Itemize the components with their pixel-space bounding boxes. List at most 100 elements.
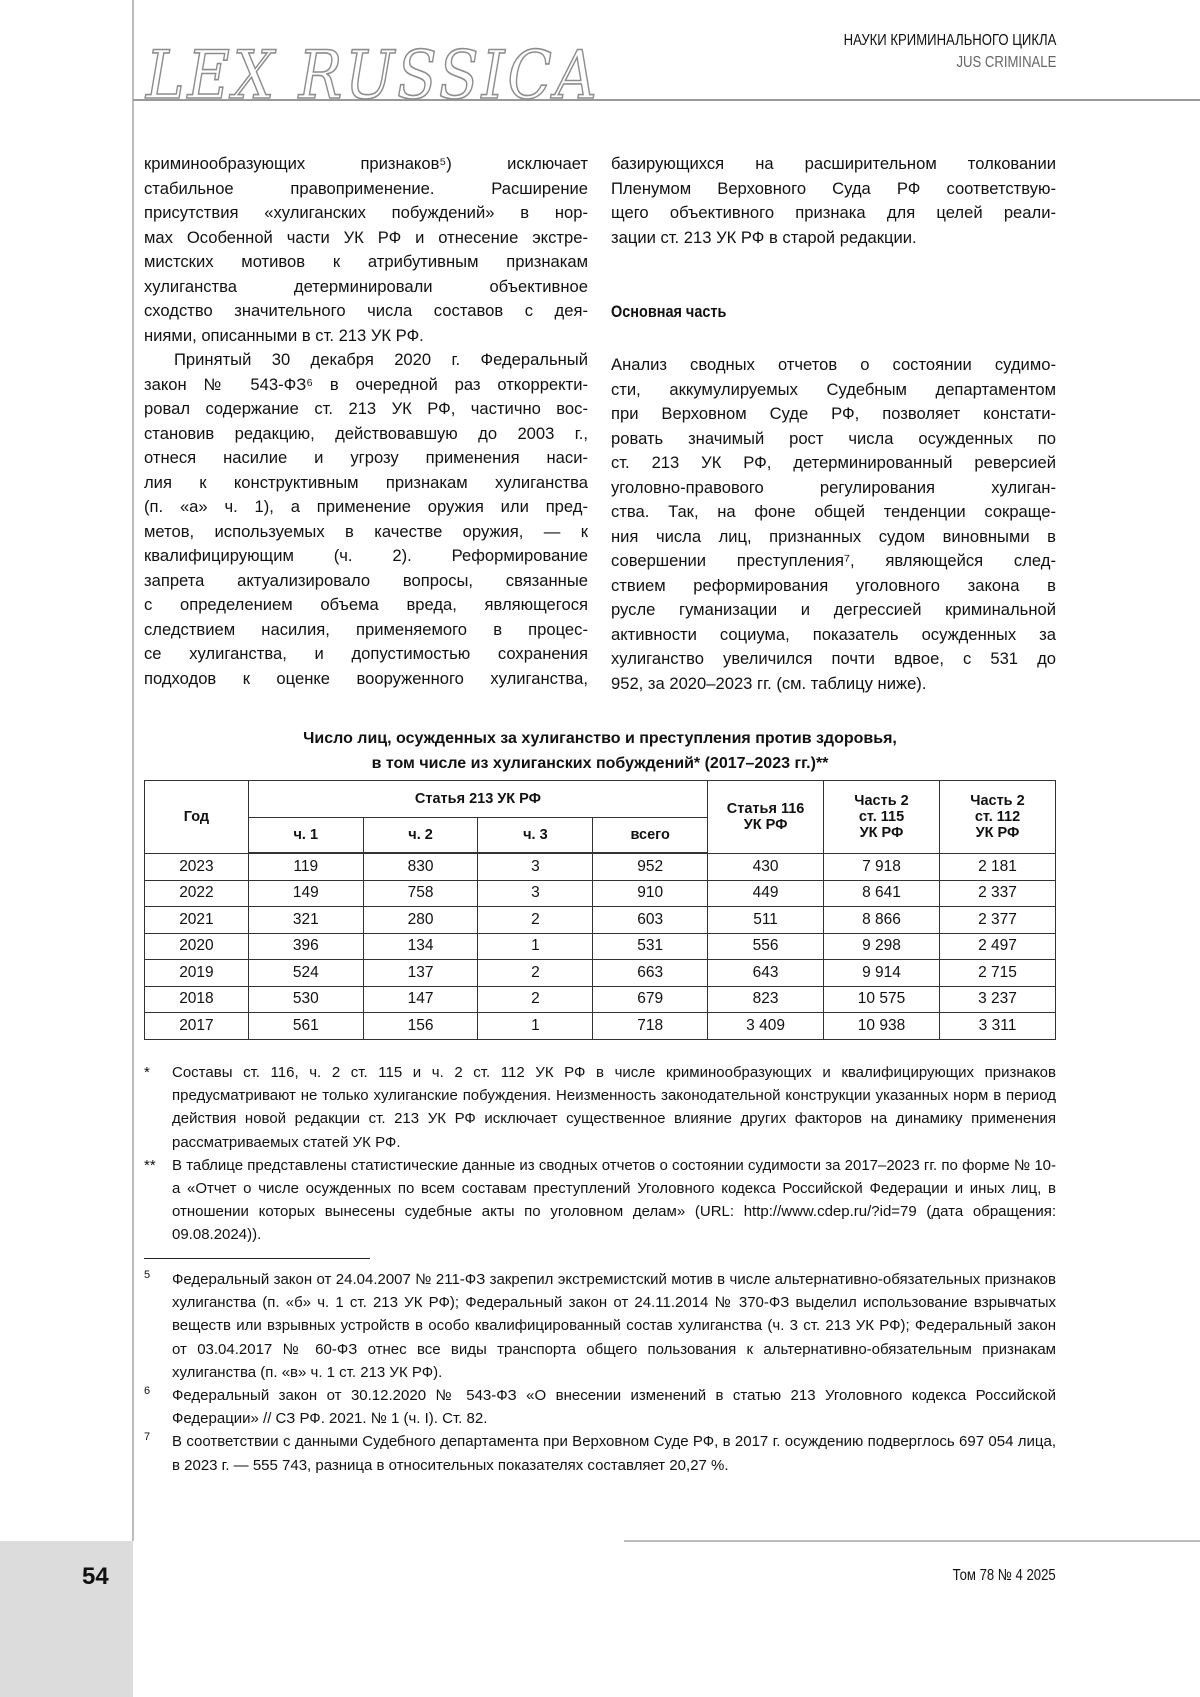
value-cell: 718 <box>593 1013 708 1040</box>
text-line: активности социума, показатель осужденны… <box>611 623 1056 648</box>
value-cell: 8 866 <box>824 907 940 934</box>
text-line: се хулиганства, и допустимостью сохранен… <box>144 642 588 667</box>
value-cell: 3 237 <box>939 986 1055 1013</box>
value-cell: 2 715 <box>939 960 1055 987</box>
text-line: ниями, описанными в ст. 213 УК РФ. <box>144 324 588 349</box>
text-line: сходство значительного числа составов с … <box>144 299 588 324</box>
footnote-number: 6 <box>144 1380 150 1403</box>
text-line: лия к конструктивным признакам хулиганст… <box>144 471 588 496</box>
value-cell: 9 298 <box>824 933 940 960</box>
value-cell: 679 <box>593 986 708 1013</box>
text-line: запрета актуализировало вопросы, связанн… <box>144 569 588 594</box>
text-line: мистских мотивов к атрибутивным признака… <box>144 250 588 275</box>
table-row: 201756115617183 40910 9383 311 <box>145 1013 1056 1040</box>
text-line: при Верховном Суде РФ, позволяет констат… <box>611 402 1056 427</box>
value-cell: 556 <box>708 933 824 960</box>
table-caption-line: Число лиц, осужденных за хулиганство и п… <box>144 726 1056 751</box>
text-line: русле гуманизации и дегрессией криминаль… <box>611 598 1056 623</box>
footnote-text: Федеральный закон от 24.04.2007 № 211-ФЗ… <box>172 1271 1056 1381</box>
value-cell: 561 <box>248 1013 363 1040</box>
text-line: становив редакцию, действовавшую до 2003… <box>144 422 588 447</box>
convictions-table: Год Статья 213 УК РФ Статья 116 УК РФ Ча… <box>144 780 1056 1040</box>
value-cell: 7 918 <box>824 853 940 880</box>
text-line: квалифицирующим (ч. 2). Реформирование <box>144 544 588 569</box>
header-part2: ч. 2 <box>363 818 478 854</box>
value-cell: 134 <box>363 933 478 960</box>
table-caption: Число лиц, осужденных за хулиганство и п… <box>144 726 1056 776</box>
table-row: 202214975839104498 6412 337 <box>145 880 1056 907</box>
value-cell: 10 938 <box>824 1013 940 1040</box>
header-art116: Статья 116 УК РФ <box>708 781 824 854</box>
journal-logo: LEX RUSSICA <box>146 36 600 114</box>
text-line: уголовно-правового регулирования хулиган… <box>611 476 1056 501</box>
footnote: 7В соответствии с данными Судебного депа… <box>144 1430 1056 1476</box>
paragraph: Анализ сводных отчетов о состоянии судим… <box>611 353 1056 696</box>
text-line: Пленумом Верховного Суда РФ соответствую… <box>611 177 1056 202</box>
text-line: подходов к оценке вооруженного хулиганст… <box>144 667 588 692</box>
header-art115: Часть 2 ст. 115 УК РФ <box>824 781 940 854</box>
value-cell: 2 <box>478 907 593 934</box>
text-line: ства. Так, на фоне общей тенденции сокра… <box>611 500 1056 525</box>
footnote: 6Федеральный закон от 30.12.2020 № 543-Ф… <box>144 1384 1056 1430</box>
table-row: 201952413726636439 9142 715 <box>145 960 1056 987</box>
right-column-top: базирующихся на расширительном толковани… <box>611 152 1056 250</box>
footnote: 5Федеральный закон от 24.04.2007 № 211-Ф… <box>144 1268 1056 1384</box>
value-cell: 3 311 <box>939 1013 1055 1040</box>
text-line: ровал содержание ст. 213 УК РФ, частично… <box>144 397 588 422</box>
table-row: 2018530147267982310 5753 237 <box>145 986 1056 1013</box>
text-line: сти, аккумулируемых Судебным департамент… <box>611 378 1056 403</box>
text-line: следствием насилия, применяемого в проце… <box>144 618 588 643</box>
value-cell: 823 <box>708 986 824 1013</box>
text-line: ния числа лиц, признанных судом виновным… <box>611 525 1056 550</box>
section-title-latin: JUS CRIMINALE <box>843 52 1056 74</box>
note-text: В таблице представлены статистические да… <box>172 1157 1056 1244</box>
text-line: с определением объема вреда, являющегося <box>144 593 588 618</box>
text-line: Принятый 30 декабря 2020 г. Федеральный <box>144 348 588 373</box>
text-line: 952, за 2020–2023 гг. (см. таблицу ниже)… <box>611 672 1056 697</box>
year-cell: 2021 <box>145 907 249 934</box>
value-cell: 3 409 <box>708 1013 824 1040</box>
value-cell: 2 497 <box>939 933 1055 960</box>
paragraph: Принятый 30 декабря 2020 г. Федеральный з… <box>144 348 588 691</box>
text-line: хулиганства детерминировали объективное <box>144 275 588 300</box>
footnote-text: Федеральный закон от 30.12.2020 № 543-ФЗ… <box>172 1387 1056 1427</box>
text-line: ствием реформирования уголовного закона … <box>611 574 1056 599</box>
value-cell: 2 181 <box>939 853 1055 880</box>
left-column: криминообразующих признаков⁵) исключаетс… <box>144 152 588 691</box>
value-cell: 603 <box>593 907 708 934</box>
text-line: щего объективного признака для целей реа… <box>611 201 1056 226</box>
footnote-separator <box>144 1258 370 1259</box>
text-line: базирующихся на расширительном толковани… <box>611 152 1056 177</box>
margin-divider <box>132 0 134 1541</box>
value-cell: 149 <box>248 880 363 907</box>
value-cell: 758 <box>363 880 478 907</box>
running-header: НАУКИ КРИМИНАЛЬНОГО ЦИКЛА JUS CRIMINALE <box>843 30 1056 74</box>
value-cell: 531 <box>593 933 708 960</box>
table-row: 202311983039524307 9182 181 <box>145 853 1056 880</box>
text-line: мах Особенной части УК РФ и отнесение эк… <box>144 226 588 251</box>
table-notes: *Составы ст. 116, ч. 2 ст. 115 и ч. 2 ст… <box>144 1061 1056 1247</box>
note-marker: * <box>144 1061 150 1084</box>
header-total: всего <box>593 818 708 854</box>
value-cell: 119 <box>248 853 363 880</box>
paragraph: базирующихся на расширительном толковани… <box>611 152 1056 250</box>
text-line: ст. 213 УК РФ, детерминированный реверси… <box>611 451 1056 476</box>
year-cell: 2018 <box>145 986 249 1013</box>
value-cell: 280 <box>363 907 478 934</box>
value-cell: 449 <box>708 880 824 907</box>
value-cell: 2 377 <box>939 907 1055 934</box>
footnotes: 5Федеральный закон от 24.04.2007 № 211-Ф… <box>144 1268 1056 1477</box>
value-cell: 137 <box>363 960 478 987</box>
note-marker: ** <box>144 1154 156 1177</box>
value-cell: 10 575 <box>824 986 940 1013</box>
value-cell: 9 914 <box>824 960 940 987</box>
issue-info: Том 78 № 4 2025 <box>953 1567 1056 1585</box>
footer-divider <box>624 1540 1200 1542</box>
value-cell: 663 <box>593 960 708 987</box>
header-part1: ч. 1 <box>248 818 363 854</box>
text-line: Анализ сводных отчетов о состоянии судим… <box>611 353 1056 378</box>
footnote-number: 5 <box>144 1264 150 1287</box>
value-cell: 321 <box>248 907 363 934</box>
text-line: (п. «а» ч. 1), а применение оружия или п… <box>144 495 588 520</box>
year-cell: 2019 <box>145 960 249 987</box>
